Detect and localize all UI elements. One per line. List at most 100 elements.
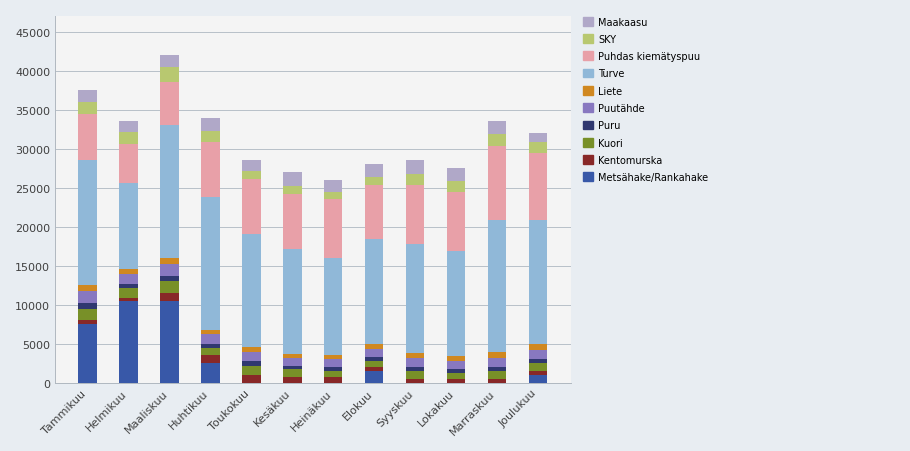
Bar [78, 309, 96, 321]
Bar [529, 371, 547, 375]
Bar [242, 375, 260, 383]
Bar [283, 370, 301, 377]
Bar [119, 133, 137, 145]
Bar [78, 321, 96, 324]
Bar [529, 154, 547, 220]
Bar [201, 335, 219, 344]
Bar [406, 186, 424, 244]
Bar [119, 289, 137, 298]
Bar [242, 172, 260, 179]
Bar [529, 345, 547, 350]
Bar [529, 364, 547, 371]
Bar [488, 367, 506, 371]
Bar [324, 367, 342, 371]
Bar [406, 161, 424, 174]
Bar [365, 185, 383, 239]
Bar [529, 375, 547, 383]
Bar [160, 56, 178, 68]
Bar [242, 352, 260, 361]
Bar [406, 244, 424, 353]
Bar [201, 344, 219, 348]
Bar [365, 165, 383, 177]
Bar [242, 361, 260, 366]
Bar [488, 358, 506, 367]
Bar [488, 371, 506, 379]
Bar [529, 134, 547, 143]
Bar [242, 347, 260, 352]
Legend: Maakaasu, SKY, Puhdas kiemätyspuu, Turve, Liete, Puutähde, Puru, Kuori, Kentomur: Maakaasu, SKY, Puhdas kiemätyspuu, Turve… [581, 14, 711, 186]
Bar [283, 354, 301, 358]
Bar [283, 173, 301, 187]
Bar [488, 146, 506, 220]
Bar [160, 126, 178, 258]
Bar [119, 284, 137, 289]
Bar [160, 68, 178, 83]
Bar [283, 194, 301, 249]
Bar [406, 353, 424, 358]
Bar [447, 193, 465, 251]
Bar [529, 350, 547, 359]
Bar [324, 355, 342, 359]
Bar [447, 369, 465, 373]
Bar [242, 161, 260, 172]
Bar [283, 377, 301, 383]
Bar [201, 330, 219, 335]
Bar [447, 373, 465, 379]
Bar [529, 143, 547, 154]
Bar [201, 348, 219, 355]
Bar [447, 361, 465, 369]
Bar [529, 359, 547, 364]
Bar [488, 353, 506, 358]
Bar [406, 379, 424, 383]
Bar [447, 169, 465, 181]
Bar [324, 200, 342, 258]
Bar [78, 161, 96, 285]
Bar [78, 115, 96, 161]
Bar [119, 122, 137, 133]
Bar [324, 377, 342, 383]
Bar [447, 379, 465, 383]
Bar [201, 132, 219, 143]
Bar [201, 355, 219, 364]
Bar [160, 83, 178, 126]
Bar [201, 364, 219, 383]
Bar [406, 371, 424, 379]
Bar [160, 258, 178, 265]
Bar [119, 145, 137, 184]
Bar [78, 91, 96, 103]
Bar [78, 285, 96, 292]
Bar [365, 350, 383, 357]
Bar [406, 367, 424, 371]
Bar [324, 359, 342, 367]
Bar [78, 304, 96, 309]
Bar [488, 134, 506, 146]
Bar [119, 184, 137, 269]
Bar [406, 358, 424, 367]
Bar [119, 275, 137, 284]
Bar [365, 177, 383, 185]
Bar [365, 345, 383, 350]
Bar [365, 239, 383, 345]
Bar [488, 122, 506, 134]
Bar [78, 292, 96, 304]
Bar [365, 367, 383, 371]
Bar [78, 103, 96, 115]
Bar [283, 249, 301, 354]
Bar [365, 371, 383, 383]
Bar [160, 293, 178, 301]
Bar [488, 379, 506, 383]
Bar [242, 234, 260, 347]
Bar [119, 298, 137, 301]
Bar [365, 361, 383, 367]
Bar [160, 301, 178, 383]
Bar [119, 269, 137, 275]
Bar [201, 198, 219, 330]
Bar [529, 220, 547, 345]
Bar [324, 371, 342, 377]
Bar [201, 143, 219, 198]
Bar [160, 265, 178, 276]
Bar [201, 118, 219, 132]
Bar [283, 187, 301, 194]
Bar [283, 366, 301, 370]
Bar [242, 179, 260, 234]
